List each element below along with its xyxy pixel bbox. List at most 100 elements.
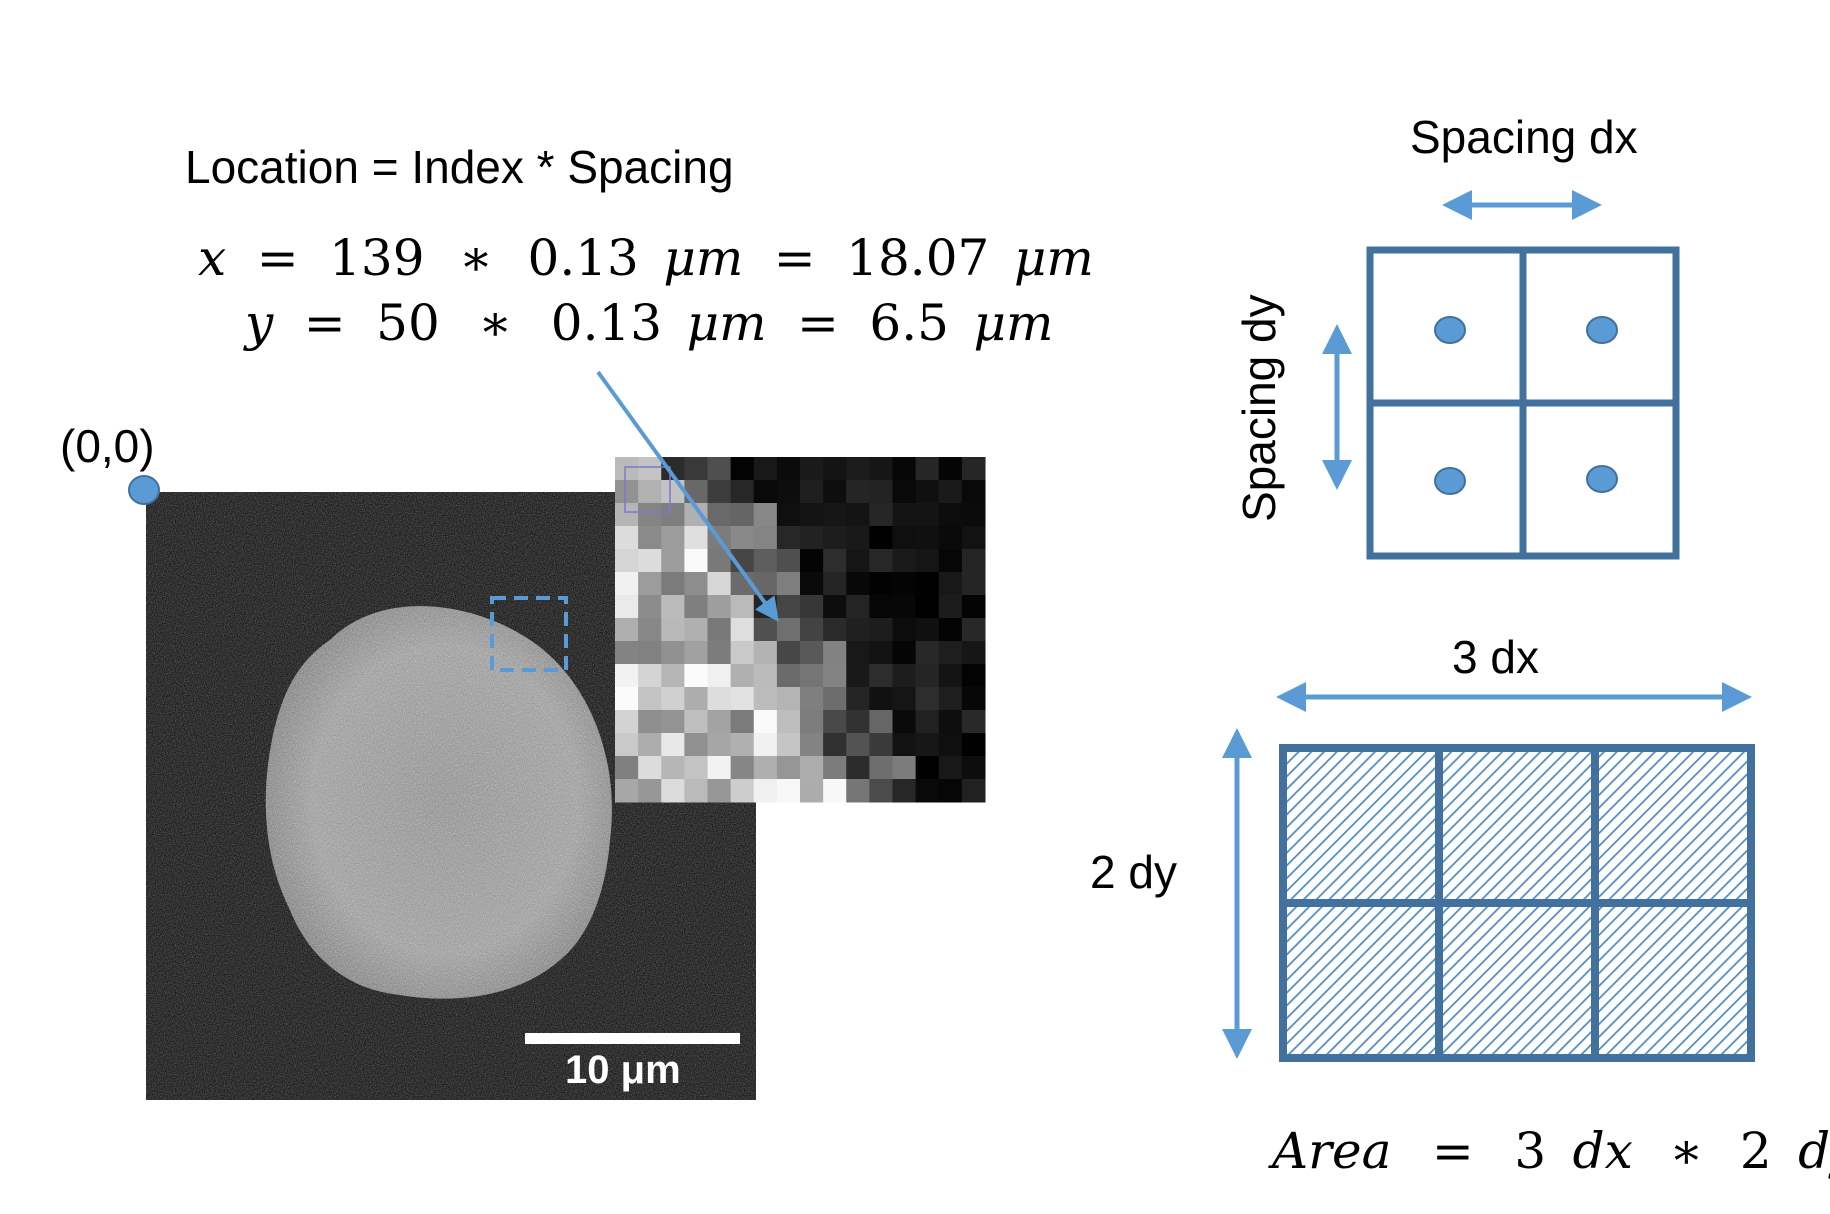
inset-pixel [961, 526, 986, 550]
inset-pixel [938, 503, 963, 527]
inset-pixel [615, 756, 639, 780]
inset-pixel [961, 687, 986, 711]
inset-pixel [823, 595, 847, 619]
inset-pixel [915, 457, 940, 481]
inset-pixel [776, 457, 801, 481]
inset-pixel [823, 526, 847, 550]
x-var: x [198, 229, 226, 287]
inset-pixel [800, 572, 824, 596]
inset-pixel [684, 710, 709, 734]
inset-pixel [892, 457, 917, 481]
inset-pixel [961, 595, 986, 619]
scale-bar-label: 10 μm [565, 1048, 681, 1092]
inset-pixel [776, 480, 801, 504]
inset-pixel [846, 618, 870, 642]
x-eq-sign: = [257, 229, 299, 287]
y-var: y [243, 294, 274, 352]
inset-pixel [707, 618, 732, 642]
inset-pixel [915, 733, 940, 757]
inset-pixel [800, 480, 824, 504]
inset-pixel [776, 595, 801, 619]
inset-pixel [961, 756, 986, 780]
inset-pixel [661, 595, 685, 619]
inset-pixel [776, 710, 801, 734]
inset-pixel [684, 733, 709, 757]
inset-pixel [684, 618, 709, 642]
inset-pixel [846, 526, 870, 550]
zoom-region-box [490, 596, 568, 672]
inset-pixel [915, 526, 940, 550]
inset-pixel [915, 480, 940, 504]
area-eq-sign: = [1432, 1122, 1474, 1180]
inset-pixel [800, 618, 824, 642]
inset-pixel [915, 572, 940, 596]
inset-pixel [661, 480, 685, 504]
inset-pixel [615, 480, 639, 504]
pixel-center-dot [1434, 316, 1466, 344]
area-grid-3x2 [1279, 744, 1755, 1062]
inset-pixel [615, 572, 639, 596]
inset-pixel [753, 664, 778, 688]
area-equation: Area = 3 dx ∗ 2 dy [1268, 1122, 1830, 1180]
inset-pixel [707, 710, 732, 734]
formula-title: Location = Index * Spacing [185, 141, 734, 193]
inset-pixel [776, 641, 801, 665]
x-result-unit: μm [1014, 229, 1094, 287]
inset-pixel [684, 687, 709, 711]
inset-pixel [730, 457, 755, 481]
inset-pixel [684, 595, 709, 619]
inset-pixel [661, 457, 685, 481]
area-cell [1279, 899, 1443, 1062]
inset-pixel [869, 687, 894, 711]
inset-pixel [869, 595, 894, 619]
inset-pixel [823, 664, 847, 688]
x-result: 18.07 [846, 229, 989, 287]
inset-pixel [730, 756, 755, 780]
scale-bar [525, 1033, 740, 1044]
two-dy-label: 2 dy [1090, 846, 1177, 898]
area-cell [1279, 744, 1443, 907]
inset-pixel [915, 664, 940, 688]
inset-pixel [707, 595, 732, 619]
y-equation: y = 50 ∗ 0.13 μm = 6.5 μm [243, 294, 1053, 352]
spacing-dx-label: Spacing dx [1410, 111, 1638, 163]
inset-pixel [938, 526, 963, 550]
inset-pixel [892, 526, 917, 550]
inset-pixel [638, 572, 662, 596]
inset-pixel [961, 641, 986, 665]
inset-pixel [753, 457, 778, 481]
inset-pixel [869, 526, 894, 550]
inset-pixel [823, 756, 847, 780]
inset-pixel [638, 779, 662, 803]
inset-pixel [615, 595, 639, 619]
inset-pixel [730, 526, 755, 550]
inset-pixel [730, 503, 755, 527]
inset-pixel [846, 710, 870, 734]
inset-pixel [892, 549, 917, 573]
inset-pixel [892, 687, 917, 711]
inset-pixel [846, 641, 870, 665]
inset-pixel [707, 733, 732, 757]
inset-pixel [915, 641, 940, 665]
inset-pixel [638, 641, 662, 665]
inset-pixel [730, 710, 755, 734]
inset-mini-box [624, 466, 671, 513]
inset-pixel [615, 618, 639, 642]
inset-pixel [961, 733, 986, 757]
inset-pixel [615, 733, 639, 757]
inset-pixel [638, 733, 662, 757]
inset-pixel [892, 480, 917, 504]
inset-pixel [661, 572, 685, 596]
inset-pixel [961, 549, 986, 573]
inset-pixel [730, 641, 755, 665]
inset-pixel [753, 733, 778, 757]
inset-pixel [869, 503, 894, 527]
pixel-grid [615, 457, 986, 803]
inset-pixel [938, 710, 963, 734]
inset-pixel [615, 664, 639, 688]
inset-pixel [823, 549, 847, 573]
inset-pixel [915, 503, 940, 527]
origin-label: (0,0) [60, 420, 155, 472]
inset-pixel [800, 733, 824, 757]
